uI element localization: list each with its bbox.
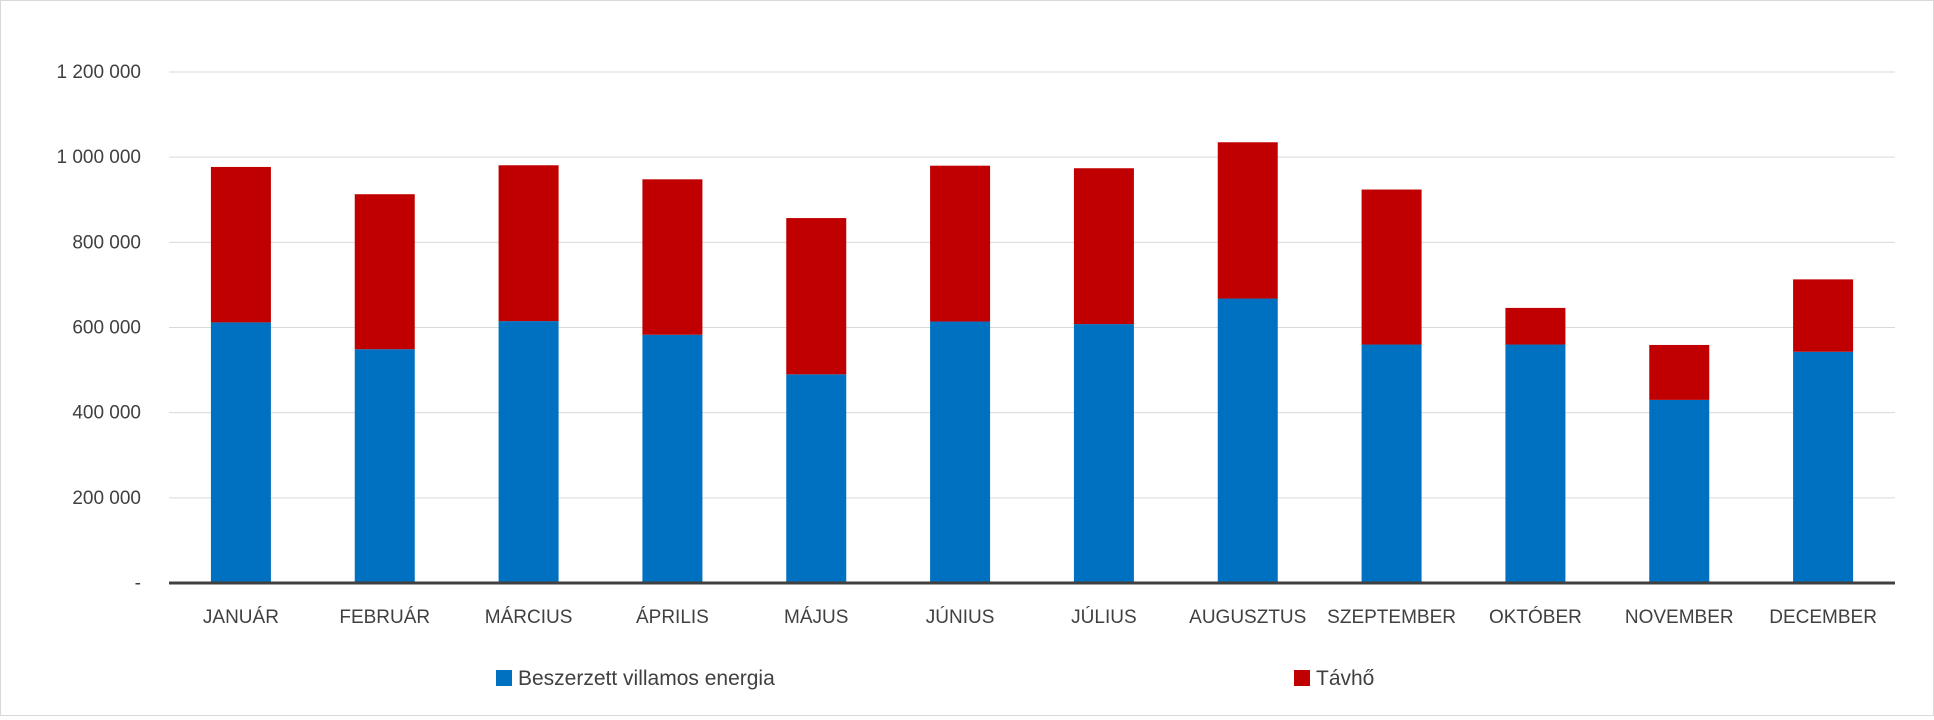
legend-label: Beszerzett villamos energia [518, 667, 775, 690]
x-tick-label: SZEPTEMBER [1327, 607, 1456, 628]
bar-segment-villamos-energia [354, 349, 415, 583]
bar-segment-villamos-energia [1649, 399, 1710, 583]
bar-segment-villamos-energia [1793, 351, 1854, 583]
x-tick-label: JÚNIUS [926, 606, 995, 628]
x-tick-label: OKTÓBER [1489, 606, 1582, 628]
x-tick-label: NOVEMBER [1625, 607, 1734, 628]
bar-segment-tavho [354, 194, 415, 350]
y-tick-label: 400 000 [72, 403, 141, 424]
x-tick-label: MÁRCIUS [485, 607, 573, 628]
x-tick-label: ÁPRILIS [636, 607, 709, 628]
bar-segment-villamos-energia [1361, 344, 1422, 583]
bar-segment-villamos-energia [1505, 344, 1566, 583]
y-tick-label: 800 000 [72, 232, 141, 253]
x-tick-label: AUGUSZTUS [1189, 607, 1306, 628]
legend: Beszerzett villamos energia Távhő [496, 667, 1374, 690]
bar-segment-tavho [1793, 279, 1854, 352]
bar-segment-tavho [210, 166, 271, 323]
y-axis-tick-labels: - 200 000 400 000 600 000 800 000 1 000 000 1 … [56, 62, 141, 594]
bar-segment-villamos-energia [1073, 324, 1134, 583]
x-tick-label: FEBRUÁR [339, 607, 430, 628]
x-axis-tick-labels: JANUÁR FEBRUÁR MÁRCIUS ÁPRILIS MÁJUS JÚNIUS JÚ… [203, 606, 1877, 628]
legend-label: Távhő [1316, 667, 1374, 690]
bar-segment-villamos-energia [930, 321, 991, 583]
bar-segment-villamos-energia [498, 321, 559, 583]
legend-swatch [496, 670, 512, 686]
bar-segment-villamos-energia [1217, 298, 1278, 583]
y-tick-label: 600 000 [72, 318, 141, 339]
bar-segment-villamos-energia [786, 374, 847, 583]
bar-segment-tavho [1073, 168, 1134, 325]
bar-segment-villamos-energia [210, 322, 271, 583]
y-tick-label: 1 200 000 [56, 62, 141, 83]
bar-segment-tavho [642, 179, 703, 335]
bars [210, 142, 1854, 583]
bar-segment-tavho [786, 218, 847, 375]
x-tick-label: MÁJUS [784, 607, 848, 628]
x-tick-label: JÚLIUS [1071, 606, 1136, 628]
bar-segment-tavho [1217, 142, 1278, 299]
x-tick-label: DECEMBER [1769, 607, 1877, 628]
bar-segment-tavho [1361, 189, 1422, 345]
x-tick-label: JANUÁR [203, 607, 279, 628]
bar-segment-tavho [1649, 344, 1710, 400]
bar-segment-villamos-energia [642, 334, 703, 583]
bar-segment-tavho [930, 165, 991, 322]
gridlines [169, 71, 1895, 499]
bar-segment-tavho [498, 165, 559, 322]
y-tick-label: 1 000 000 [56, 147, 141, 168]
y-tick-label: - [135, 573, 141, 594]
bar-segment-tavho [1505, 307, 1566, 345]
legend-swatch [1294, 670, 1310, 686]
y-tick-label: 200 000 [72, 488, 141, 509]
